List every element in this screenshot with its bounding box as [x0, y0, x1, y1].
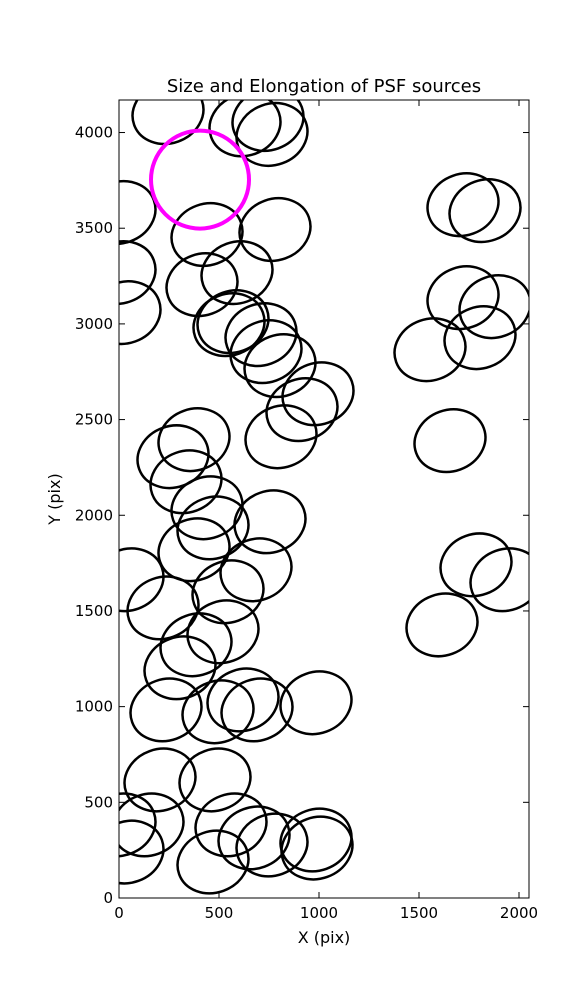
- psf-ellipse: [192, 292, 266, 358]
- psf-ellipse: [119, 547, 165, 613]
- x-tick-label: 500: [205, 904, 234, 922]
- psf-ellipse: [244, 404, 318, 470]
- psf-ellipse: [119, 280, 162, 346]
- psf-ellipse: [208, 100, 282, 158]
- plot-area: [119, 100, 529, 895]
- psf-ellipse: [265, 377, 339, 443]
- psf-ellipse: [191, 559, 265, 625]
- psf-ellipse: [181, 679, 255, 745]
- psf-ellipse: [119, 240, 157, 306]
- psf-ellipse: [233, 489, 307, 555]
- psf-ellipse: [443, 305, 517, 371]
- psf-ellipse: [235, 812, 309, 878]
- psf-ellipse: [200, 240, 274, 306]
- psf-ellipse: [176, 495, 250, 561]
- psf-ellipse: [439, 532, 513, 598]
- plot-frame: [118, 99, 530, 899]
- psf-ellipse: [405, 592, 479, 658]
- psf-ellipse: [178, 747, 252, 813]
- x-axis-label: X (pix): [298, 928, 351, 947]
- psf-ellipse: [206, 667, 280, 733]
- psf-ellipse: [224, 302, 298, 368]
- y-tick-label: 3500: [75, 219, 113, 237]
- psf-ellipse: [170, 201, 244, 268]
- psf-ellipse: [426, 172, 500, 238]
- psf-ellipse: [159, 612, 233, 678]
- psf-ellipse: [123, 747, 197, 813]
- psf-ellipse: [186, 599, 260, 665]
- psf-ellipse: [157, 407, 231, 473]
- psf-ellipse: [119, 819, 165, 885]
- psf-ellipse: [165, 252, 239, 318]
- psf-ellipse: [448, 178, 522, 244]
- psf-ellipse: [279, 670, 353, 736]
- psf-ellipse: [413, 408, 487, 474]
- psf-ellipse: [280, 815, 354, 881]
- psf-ellipse: [393, 317, 467, 383]
- chart-title: Size and Elongation of PSF sources: [167, 76, 481, 97]
- x-tick-label: 1000: [300, 904, 338, 922]
- psf-ellipse: [170, 475, 244, 541]
- psf-ellipse: [281, 361, 355, 427]
- x-tick-label: 2000: [500, 904, 538, 922]
- psf-ellipse: [149, 128, 251, 231]
- x-tick-label: 0: [114, 904, 124, 922]
- y-tick-label: 500: [84, 793, 113, 811]
- psf-ellipse: [194, 792, 268, 858]
- psf-ellipse: [119, 792, 185, 858]
- psf-ellipse: [136, 424, 210, 490]
- psf-ellipse: [219, 537, 293, 603]
- x-tick-label: 1500: [400, 904, 438, 922]
- psf-ellipse: [196, 289, 270, 355]
- y-tick-label: 3000: [75, 315, 113, 333]
- psf-ellipse: [235, 101, 309, 167]
- psf-ellipse: [243, 333, 317, 399]
- psf-ellipse: [176, 829, 250, 895]
- y-tick-label: 1500: [75, 602, 113, 620]
- psf-ellipse: [129, 677, 203, 743]
- psf-ellipse: [149, 449, 223, 515]
- y-tick-label: 1000: [75, 698, 113, 716]
- y-tick-label: 4000: [75, 124, 113, 142]
- y-tick-label: 0: [103, 889, 113, 907]
- psf-ellipse: [231, 100, 305, 153]
- y-tick-label: 2500: [75, 411, 113, 429]
- psf-ellipse: [469, 547, 529, 613]
- psf-ellipse: [220, 677, 294, 743]
- y-tick-label: 2000: [75, 506, 113, 524]
- y-axis-label: Y (pix): [45, 473, 64, 525]
- psf-ellipse: [426, 265, 500, 331]
